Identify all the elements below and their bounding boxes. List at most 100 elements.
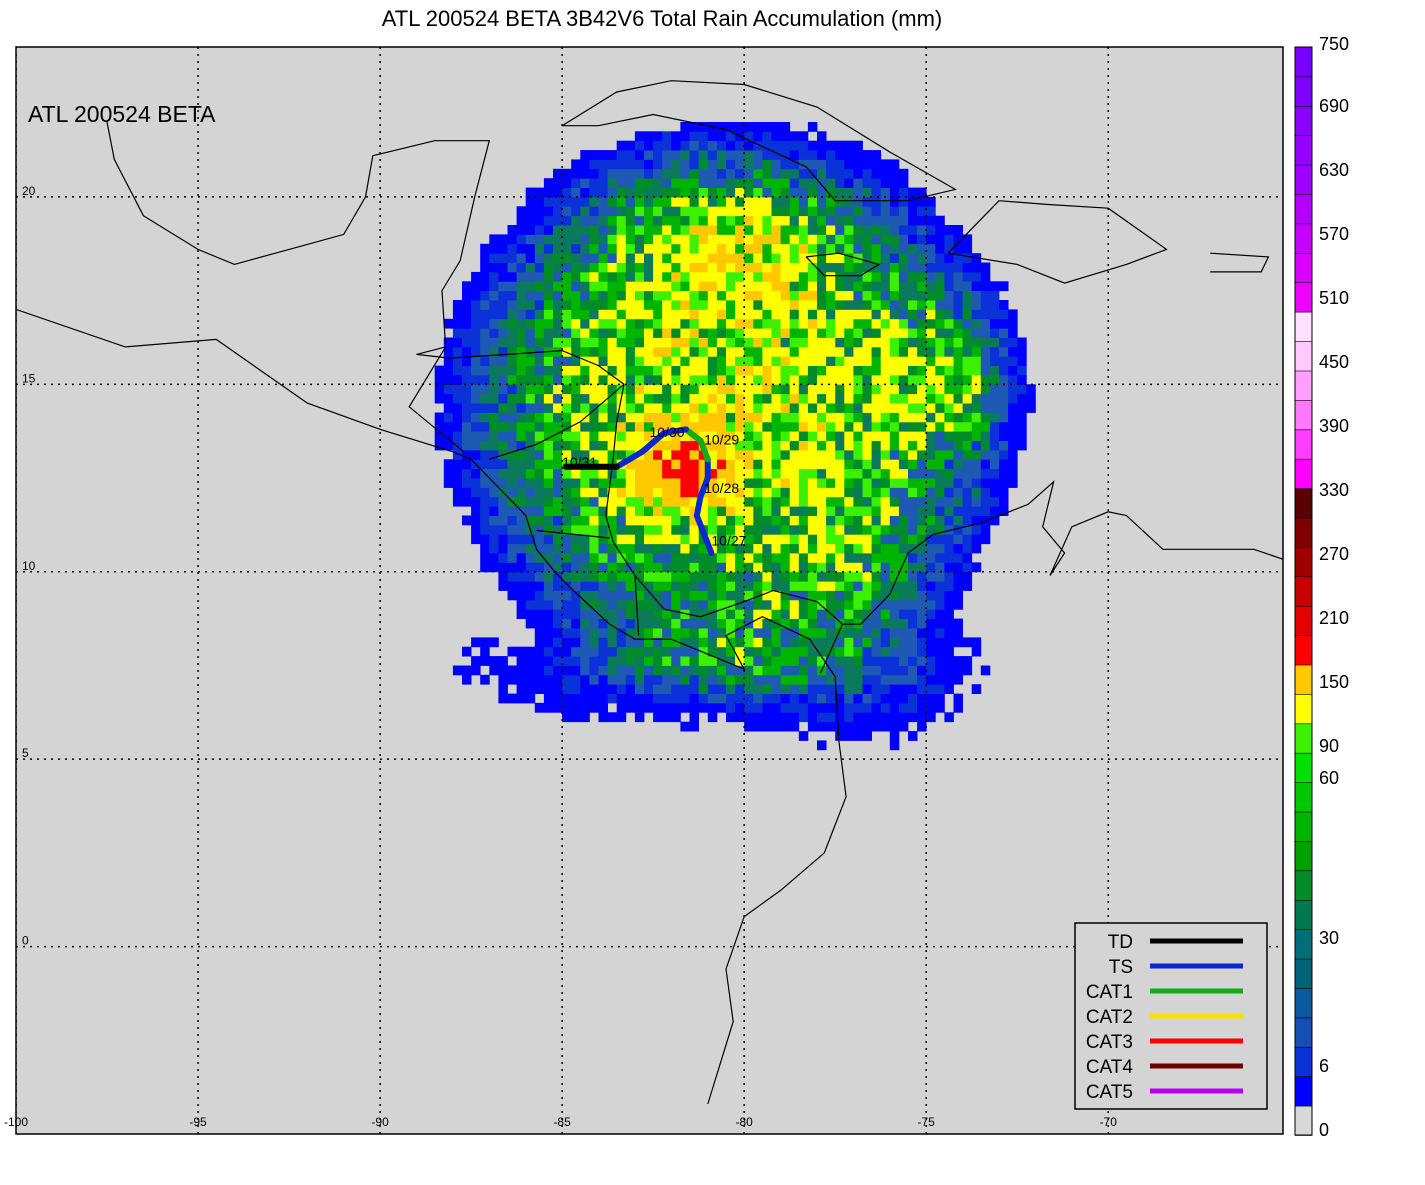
rain-cell [462,300,472,310]
rain-cell [880,721,891,732]
rain-cell [716,581,727,591]
rain-cell [662,393,672,404]
rain-cell [598,243,608,254]
rain-cell [735,665,745,676]
rain-cell [735,253,745,263]
rain-cell [525,590,536,601]
rain-cell [753,487,763,498]
rain-cell [653,665,663,676]
rain-cell [844,253,854,263]
rain-cell [862,375,872,385]
rain-cell [898,281,909,292]
rain-cell [625,225,636,235]
rain-cell [917,702,927,713]
rain-cell [917,524,927,535]
rain-cell [735,225,745,235]
rain-cell [999,309,1009,320]
rain-cell [716,562,727,573]
rain-cell [871,412,882,423]
rain-cell [634,431,645,441]
rain-cell [553,234,563,245]
rain-cell [680,318,690,329]
rain-cell [880,159,891,170]
rain-cell [807,262,818,273]
rain-cell [680,159,690,170]
rain-cell [580,309,590,320]
rain-cell [716,515,727,526]
rain-cell [953,674,963,685]
rain-cell [835,393,845,404]
rain-cell [553,168,563,179]
rain-cell [589,281,599,292]
rain-cell [871,571,882,582]
rain-cell [935,215,945,226]
rain-cell [716,356,727,366]
rain-cell [471,421,481,432]
rain-cell [653,168,663,179]
rain-cell [780,225,791,235]
rain-cell [780,122,791,132]
rain-cell [625,384,636,395]
rain-cell [680,215,690,226]
rain-cell [753,234,763,245]
rain-cell [553,375,563,385]
rain-cell [926,196,936,207]
rain-cell [498,562,508,573]
rain-cell [525,487,536,498]
rain-cell [498,271,508,282]
rain-cell [798,234,809,245]
rain-cell [971,375,982,385]
rain-cell [789,309,800,320]
rain-cell [744,468,754,479]
rain-cell [607,196,618,207]
rain-cell [662,543,672,554]
rain-cell [543,468,554,479]
rain-cell [571,702,581,713]
rain-cell [798,712,809,723]
rain-cell [580,403,590,413]
rain-cell [553,487,563,498]
rain-cell [644,375,654,385]
rain-cell [634,468,645,479]
rain-cell [844,637,854,648]
legend-label: TS [1109,957,1133,978]
rain-cell [744,206,754,217]
rain-cell [707,440,718,451]
rain-cell [753,225,763,235]
lon-tick-label: -90 [371,1115,389,1129]
rain-cell [762,122,772,132]
rain-cell [762,346,772,357]
rain-cell [598,684,608,694]
rain-cell [571,281,581,292]
rain-cell [589,356,599,366]
rain-cell [771,356,781,366]
rain-cell [780,693,791,704]
rain-cell [653,506,663,516]
rain-cell [707,271,718,282]
rain-cell [707,515,718,526]
rain-cell [1017,384,1027,395]
rain-cell [989,478,1000,488]
rain-cell [753,403,763,413]
rain-cell [826,656,836,666]
rain-cell [844,421,854,432]
rain-cell [644,618,654,629]
rain-cell [498,496,508,507]
rain-cell [880,459,891,470]
rain-cell [935,431,945,441]
rain-cell [616,159,627,170]
rain-cell [680,702,690,713]
rain-cell [826,590,836,601]
rain-cell [689,524,699,535]
rain-cell [598,412,608,423]
rain-cell [534,609,545,619]
rain-cell [489,318,499,329]
rain-cell [880,449,891,460]
rain-cell [789,346,800,357]
rain-cell [771,674,781,685]
rain-cell [689,543,699,554]
rain-cell [580,215,590,226]
rain-cell [880,440,891,451]
rain-cell [807,412,818,423]
rain-cell [562,553,572,563]
